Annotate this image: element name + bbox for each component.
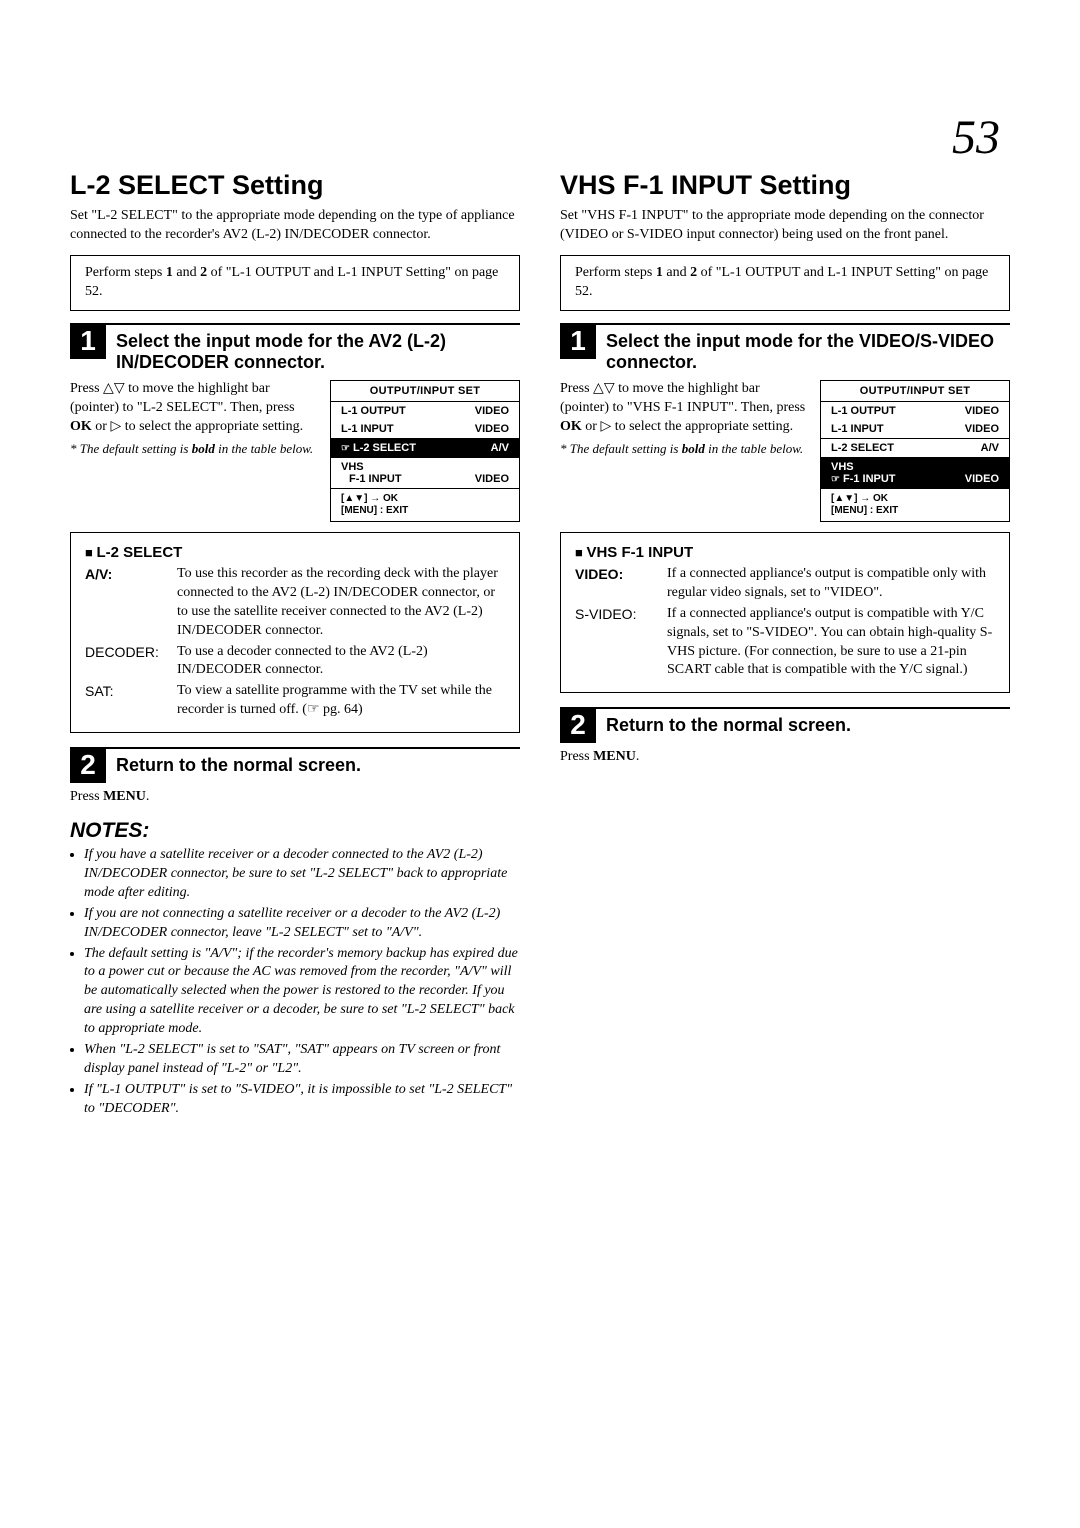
menu-footer: [▲▼] → OK [MENU] : EXIT [331,488,519,521]
menu-row: L-2 SELECTA/V [821,439,1009,457]
menu-title: OUTPUT/INPUT SET [821,381,1009,401]
options-title: L-2 SELECT [85,543,505,563]
right-column: VHS F-1 INPUT Setting Set "VHS F-1 INPUT… [560,170,1010,1121]
left-default-note: * The default setting is bold in the tab… [70,440,316,458]
right-step1-title: Select the input mode for the VIDEO/S-VI… [606,331,1010,374]
menu-row-selected: ☞L-2 SELECTA/V [331,439,519,457]
menu-row: VHS [331,458,519,473]
step-number-icon: 2 [70,747,106,783]
left-menu-box: OUTPUT/INPUT SET L-1 OUTPUTVIDEO L-1 INP… [330,380,520,522]
option-row: A/V:To use this recorder as the recordin… [85,565,505,641]
left-step2-header: 2 Return to the normal screen. [70,747,520,783]
left-press-menu: Press MENU. [70,789,520,805]
right-step1-text: Press △▽ to move the highlight bar (poin… [560,380,806,522]
text-b: OK [70,419,92,434]
notes-list: If you have a satellite receiver or a de… [70,846,520,1118]
right-intro: Set "VHS F-1 INPUT" to the appropriate m… [560,207,1010,245]
left-intro: Set "L-2 SELECT" to the appropriate mode… [70,207,520,245]
options-title: VHS F-1 INPUT [575,543,995,563]
menu-footer: [▲▼] → OK [MENU] : EXIT [821,488,1009,521]
right-step2-title: Return to the normal screen. [606,715,851,737]
left-section-title: L-2 SELECT Setting [70,170,520,201]
menu-row: L-1 OUTPUTVIDEO [331,402,519,420]
right-perform-box: Perform steps 1 and 2 of "L-1 OUTPUT and… [560,255,1010,311]
menu-row: L-1 INPUTVIDEO [821,420,1009,438]
page-number: 53 [952,110,1000,165]
left-step1-text: Press △▽ to move the highlight bar (poin… [70,380,316,522]
note-item: If you are not connecting a satellite re… [84,905,520,943]
right-default-note: * The default setting is bold in the tab… [560,440,806,458]
option-row: VIDEO:If a connected appliance's output … [575,565,995,603]
perform-text: Perform steps 1 and 2 of "L-1 OUTPUT and… [575,265,988,299]
menu-title: OUTPUT/INPUT SET [331,381,519,401]
right-step1-header: 1 Select the input mode for the VIDEO/S-… [560,323,1010,374]
right-step2-header: 2 Return to the normal screen. [560,707,1010,743]
notes-title: NOTES: [70,819,520,843]
right-section-title: VHS F-1 INPUT Setting [560,170,1010,201]
note-item: When "L-2 SELECT" is set to "SAT", "SAT"… [84,1041,520,1079]
menu-row: F-1 INPUTVIDEO [331,473,519,488]
step-number-icon: 2 [560,707,596,743]
text-c: or ▷ to select the appropriate setting. [92,419,303,434]
option-row: SAT:To view a satellite programme with t… [85,682,505,720]
text-a: Press △▽ to move the highlight bar (poin… [70,381,295,415]
menu-row-selected: VHS [821,458,1009,473]
pointer-icon: ☞ [831,474,840,485]
right-menu-box: OUTPUT/INPUT SET L-1 OUTPUTVIDEO L-1 INP… [820,380,1010,522]
step-number-icon: 1 [560,323,596,359]
left-column: L-2 SELECT Setting Set "L-2 SELECT" to t… [70,170,520,1121]
right-options-box: VHS F-1 INPUT VIDEO:If a connected appli… [560,532,1010,694]
menu-row: L-1 OUTPUTVIDEO [821,402,1009,420]
menu-row-selected: ☞F-1 INPUTVIDEO [821,473,1009,488]
note-item: The default setting is "A/V"; if the rec… [84,945,520,1039]
left-step1-title: Select the input mode for the AV2 (L-2) … [116,331,520,374]
menu-row: L-1 INPUTVIDEO [331,420,519,438]
option-row: S-VIDEO:If a connected appliance's outpu… [575,605,995,681]
step-number-icon: 1 [70,323,106,359]
left-perform-box: Perform steps 1 and 2 of "L-1 OUTPUT and… [70,255,520,311]
perform-text: Perform steps 1 and 2 of "L-1 OUTPUT and… [85,265,498,299]
option-row: DECODER:To use a decoder connected to th… [85,643,505,681]
two-column-layout: L-2 SELECT Setting Set "L-2 SELECT" to t… [70,170,1010,1121]
right-step1-body: Press △▽ to move the highlight bar (poin… [560,380,1010,522]
right-press-menu: Press MENU. [560,749,1010,765]
pointer-icon: ☞ [341,443,350,454]
note-item: If "L-1 OUTPUT" is set to "S-VIDEO", it … [84,1081,520,1119]
note-item: If you have a satellite receiver or a de… [84,846,520,903]
left-options-box: L-2 SELECT A/V:To use this recorder as t… [70,532,520,733]
left-step1-body: Press △▽ to move the highlight bar (poin… [70,380,520,522]
left-step1-header: 1 Select the input mode for the AV2 (L-2… [70,323,520,374]
left-step2-title: Return to the normal screen. [116,755,361,777]
